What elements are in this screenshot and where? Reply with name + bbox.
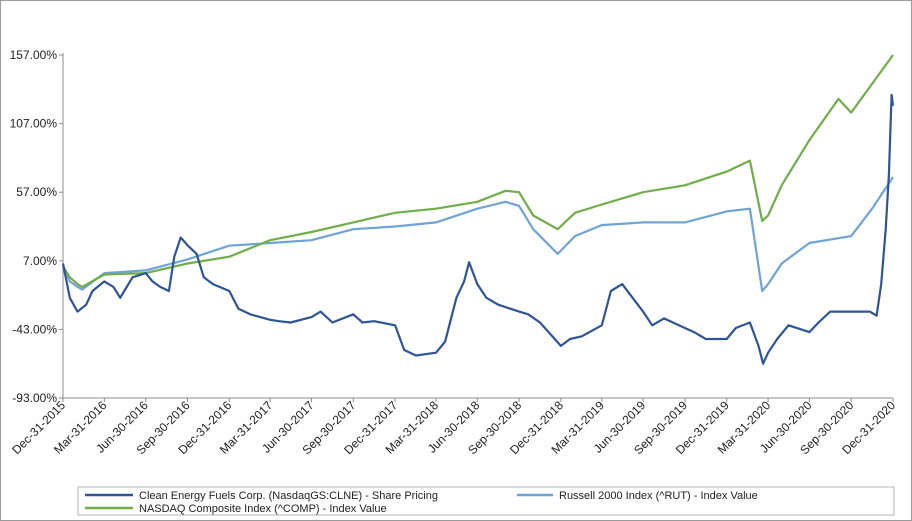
x-axis: Dec-31-2015Mar-31-2016Jun-30-2016Sep-30-…	[9, 397, 898, 457]
y-tick-label: 57.00%	[16, 185, 57, 199]
legend-label-rut: Russell 2000 Index (^RUT) - Index Value	[559, 490, 758, 502]
legend-box	[77, 486, 895, 516]
y-tick-label: -43.00%	[12, 322, 57, 336]
series-line-rut	[61, 176, 894, 293]
y-axis: 157.00% 107.00% 57.00% 7.00% -43.00% -93.00%	[10, 48, 64, 405]
series-line-comp	[62, 54, 894, 288]
y-tick-label: -93.00%	[12, 391, 57, 405]
legend-label-comp: NASDAQ Composite Index (^COMP) - Index V…	[139, 503, 387, 515]
legend-item-clne: Clean Energy Fuels Corp. (NasdaqGS:CLNE)…	[85, 490, 438, 502]
legend: Clean Energy Fuels Corp. (NasdaqGS:CLNE)…	[77, 486, 895, 516]
y-tick-label: 157.00%	[10, 48, 58, 62]
y-tick-label: 7.00%	[23, 254, 57, 268]
series-layer	[61, 54, 895, 365]
series-line-clne	[61, 93, 895, 365]
legend-label-clne: Clean Energy Fuels Corp. (NasdaqGS:CLNE)…	[139, 490, 438, 502]
legend-item-rut: Russell 2000 Index (^RUT) - Index Value	[517, 490, 758, 502]
y-tick-label: 107.00%	[10, 117, 58, 131]
legend-item-comp: NASDAQ Composite Index (^COMP) - Index V…	[85, 503, 387, 515]
